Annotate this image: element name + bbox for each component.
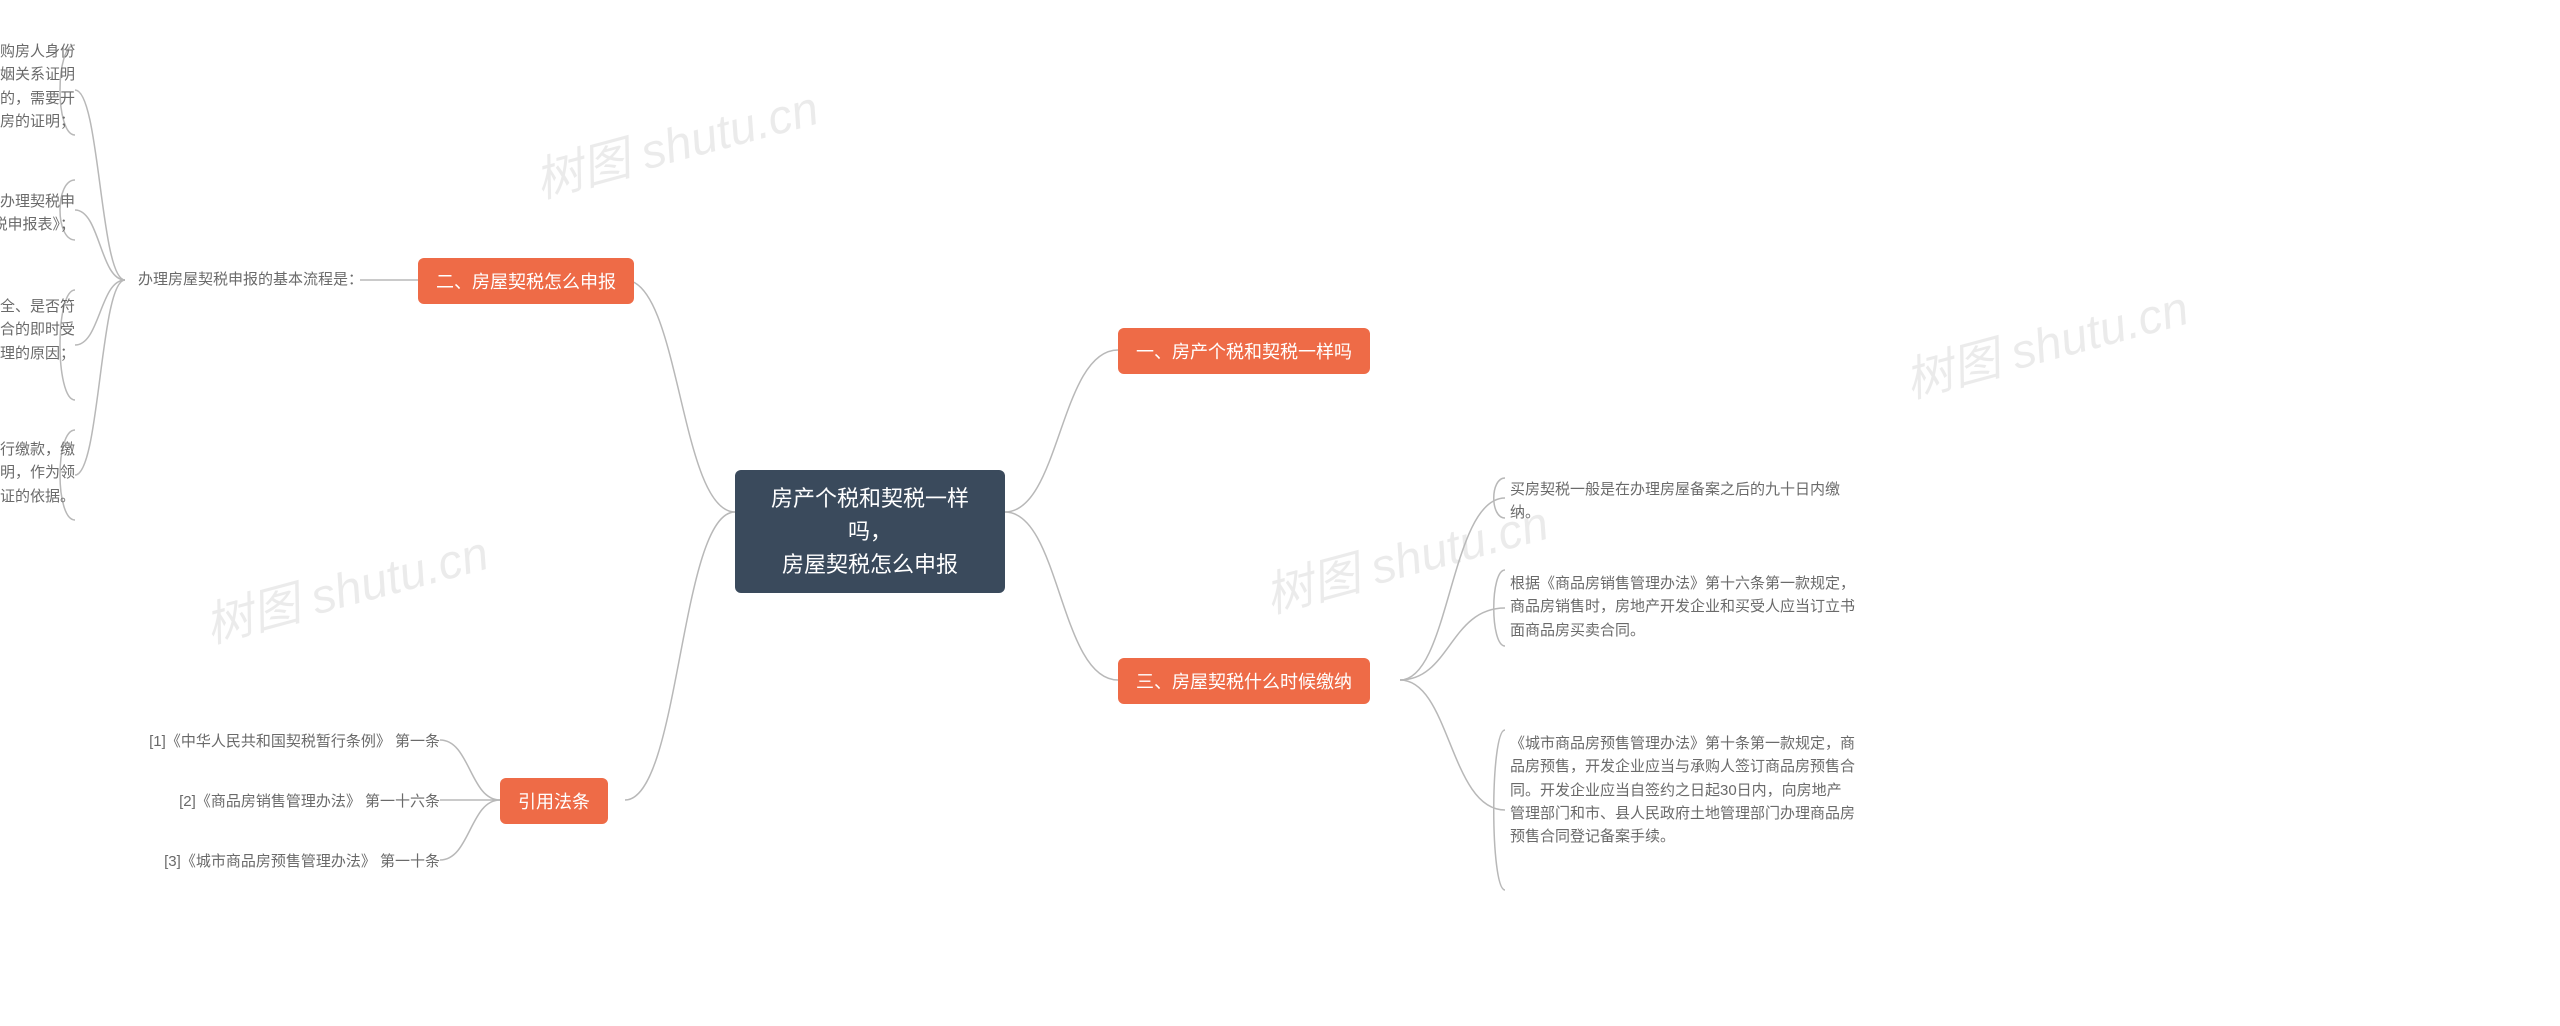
leaf-l2-3: 3.窗口工作人员审核提交的资料是否齐全、是否符合法定形式，内容填写是否完整，符合… <box>0 295 75 365</box>
watermark: 树图 shutu.cn <box>1896 269 2195 412</box>
leaf-l4-2: [2]《商品房销售管理办法》 第一十六条 <box>95 790 440 813</box>
watermark: 树图 shutu.cn <box>196 514 495 657</box>
center-line1: 房产个税和契税一样吗， <box>771 486 969 544</box>
leaf-l2-1: 1.纳税人准备好纳税的相关资料：包括购房人身份证明、户口本、房屋产权转移合同、婚… <box>0 40 75 133</box>
center-line2: 房屋契税怎么申报 <box>782 552 958 577</box>
leaf-r3-3: 《城市商品房预售管理办法》第十条第一款规定，商品房预售，开发企业应当与承购人签订… <box>1510 732 1855 848</box>
leaf-l2-2: 2.纳税人到当地的房屋权属登记中心办理契税申报，据实填写《契税纳税申报表》； <box>0 190 75 237</box>
branch-left-4: 引用法条 <box>500 778 608 824</box>
branch-right-3: 三、房屋契税什么时候缴纳 <box>1118 658 1370 704</box>
leaf-l4-3: [3]《城市商品房预售管理办法》 第一十条 <box>95 850 440 873</box>
leaf-r3-2: 根据《商品房销售管理办法》第十六条第一款规定，商品房销售时，房地产开发企业和买受… <box>1510 572 1855 642</box>
sub-left-2: 办理房屋契税申报的基本流程是： <box>128 268 363 291</box>
watermark: 树图 shutu.cn <box>526 69 825 212</box>
leaf-r3-1: 买房契税一般是在办理房屋备案之后的九十日内缴纳。 <box>1510 478 1855 525</box>
leaf-l2-4: 4.凭窗口工作人员开具的契税缴款书进行缴款，缴纳完成后，回契税窗口领取契税完税证… <box>0 438 75 508</box>
branch-right-1: 一、房产个税和契税一样吗 <box>1118 328 1370 374</box>
branch-left-2: 二、房屋契税怎么申报 <box>418 258 634 304</box>
center-topic: 房产个税和契税一样吗， 房屋契税怎么申报 <box>735 470 1005 593</box>
leaf-l4-1: [1]《中华人民共和国契税暂行条例》 第一条 <box>95 730 440 753</box>
